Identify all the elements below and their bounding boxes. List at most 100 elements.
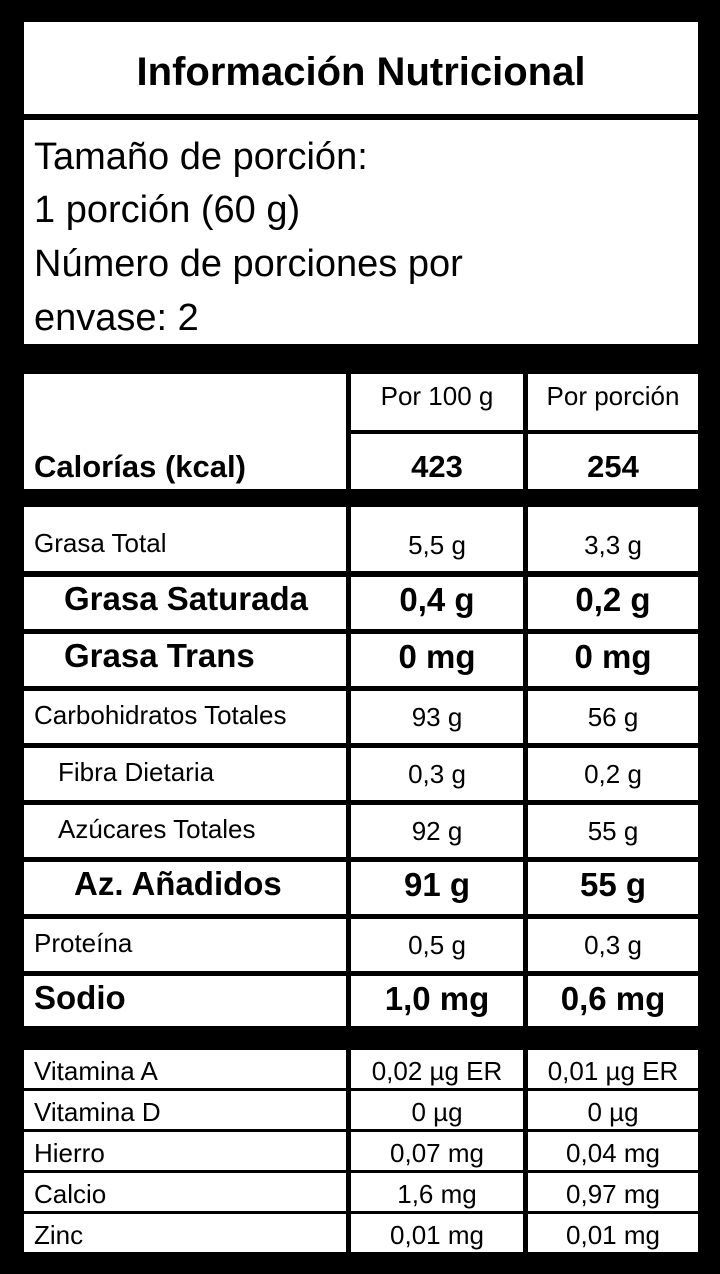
nutrient-label: Carbohidratos Totales <box>34 700 287 730</box>
row-cell <box>351 805 523 857</box>
row-cell <box>351 748 523 800</box>
vitamin-per-portion: 0,01 mg <box>566 1220 660 1250</box>
calories-per-100g: 423 <box>411 449 463 484</box>
header-perportion-cell <box>528 374 698 430</box>
nutrient-per-portion: 0,6 mg <box>560 980 666 1017</box>
vitamin-label: Vitamina D <box>34 1097 161 1127</box>
nutrient-per-100g: 92 g <box>411 816 463 846</box>
nutrient-per-portion: 0,2 g <box>584 759 642 789</box>
vitamin-per-100g: 0,07 mg <box>390 1138 484 1168</box>
nutrient-per-100g: 0 mg <box>398 638 476 675</box>
row-cell <box>351 1050 523 1088</box>
serving-size-label: Tamaño de porción: <box>34 136 368 178</box>
row-cell <box>24 862 346 914</box>
row-cell <box>24 577 346 629</box>
row-cell <box>24 805 346 857</box>
calories-perportion-cell <box>528 434 698 489</box>
nutrient-per-portion: 0,2 g <box>575 581 651 618</box>
row-cell <box>351 634 523 686</box>
row-cell <box>24 1132 346 1170</box>
nutrient-label: Az. Añadidos <box>74 865 282 902</box>
vitamin-label: Hierro <box>34 1138 105 1168</box>
serving-box <box>24 120 698 344</box>
row-cell <box>528 1050 698 1088</box>
row-cell <box>351 919 523 971</box>
row-cell <box>351 976 523 1026</box>
row-cell <box>528 748 698 800</box>
vitamin-per-portion: 0,97 mg <box>566 1179 660 1209</box>
column-header-per-100g: Por 100 g <box>380 381 494 411</box>
nutrient-label: Sodio <box>34 979 126 1016</box>
vitamin-label: Calcio <box>34 1179 107 1209</box>
row-cell <box>528 1214 698 1252</box>
nutrient-per-100g: 91 g <box>403 866 471 903</box>
row-cell <box>528 634 698 686</box>
nutrient-per-portion: 3,3 g <box>584 530 642 560</box>
calories-per100-cell <box>351 434 523 489</box>
column-header-per-portion: Por porción <box>546 381 680 411</box>
row-cell <box>351 1132 523 1170</box>
row-cell <box>528 1091 698 1129</box>
nutrient-label: Grasa Total <box>34 528 167 558</box>
vitamin-per-portion: 0,04 mg <box>566 1138 660 1168</box>
vitamin-per-portion: 0,01 µg ER <box>547 1056 679 1086</box>
vitamin-per-100g: 1,6 mg <box>397 1179 477 1209</box>
nutrient-per-portion: 0,3 g <box>584 930 642 960</box>
nutrient-per-portion: 56 g <box>587 702 639 732</box>
nutrient-label: Grasa Trans <box>64 637 255 674</box>
row-cell <box>351 1173 523 1211</box>
row-cell <box>24 919 346 971</box>
nutrient-per-100g: 0,5 g <box>408 930 466 960</box>
row-cell <box>24 748 346 800</box>
row-cell <box>528 1132 698 1170</box>
row-cell <box>24 1214 346 1252</box>
title-box <box>24 22 698 114</box>
label-title: Información Nutricional <box>136 50 586 94</box>
row-cell <box>528 577 698 629</box>
row-cell <box>351 862 523 914</box>
nutrient-per-100g: 5,5 g <box>408 530 466 560</box>
row-cell <box>24 976 346 1026</box>
row-cell <box>528 976 698 1026</box>
nutrient-per-100g: 1,0 mg <box>384 980 490 1017</box>
serving-size-value: 1 porción (60 g) <box>34 189 301 231</box>
row-cell <box>351 577 523 629</box>
nutrient-per-100g: 0,4 g <box>399 581 475 618</box>
row-cell <box>24 634 346 686</box>
row-cell <box>528 805 698 857</box>
vitamin-label: Vitamina A <box>34 1056 158 1086</box>
calories-label: Calorías (kcal) <box>34 449 246 484</box>
nutrient-per-portion: 55 g <box>579 866 647 903</box>
row-cell <box>528 1173 698 1211</box>
row-cell <box>528 919 698 971</box>
row-cell <box>528 507 698 571</box>
vitamin-per-100g: 0,01 mg <box>390 1220 484 1250</box>
row-cell <box>351 1214 523 1252</box>
row-cell <box>24 691 346 743</box>
nutrient-label: Proteína <box>34 928 133 958</box>
vitamin-per-portion: 0 µg <box>587 1097 639 1127</box>
vitamin-per-100g: 0,02 µg ER <box>371 1056 503 1086</box>
row-cell <box>24 507 346 571</box>
servings-per-container-value: envase: 2 <box>34 297 199 339</box>
row-cell <box>528 862 698 914</box>
nutrient-label: Azúcares Totales <box>58 814 256 844</box>
row-cell <box>351 507 523 571</box>
row-cell <box>24 1091 346 1129</box>
nutrient-per-100g: 0,3 g <box>408 759 466 789</box>
nutrient-label: Grasa Saturada <box>64 580 308 617</box>
nutrient-label: Fibra Dietaria <box>58 757 215 787</box>
vitamin-label: Zinc <box>34 1220 84 1250</box>
row-cell <box>528 691 698 743</box>
header-label-cell <box>24 374 346 489</box>
nutrient-per-portion: 0 mg <box>574 638 652 675</box>
header-per100-cell <box>351 374 523 430</box>
nutrient-per-portion: 55 g <box>587 816 639 846</box>
row-cell <box>24 1050 346 1088</box>
row-cell <box>351 1091 523 1129</box>
calories-per-portion: 254 <box>587 449 639 484</box>
vitamin-per-100g: 0 µg <box>411 1097 463 1127</box>
servings-per-container-label: Número de porciones por <box>34 243 463 285</box>
row-cell <box>351 691 523 743</box>
